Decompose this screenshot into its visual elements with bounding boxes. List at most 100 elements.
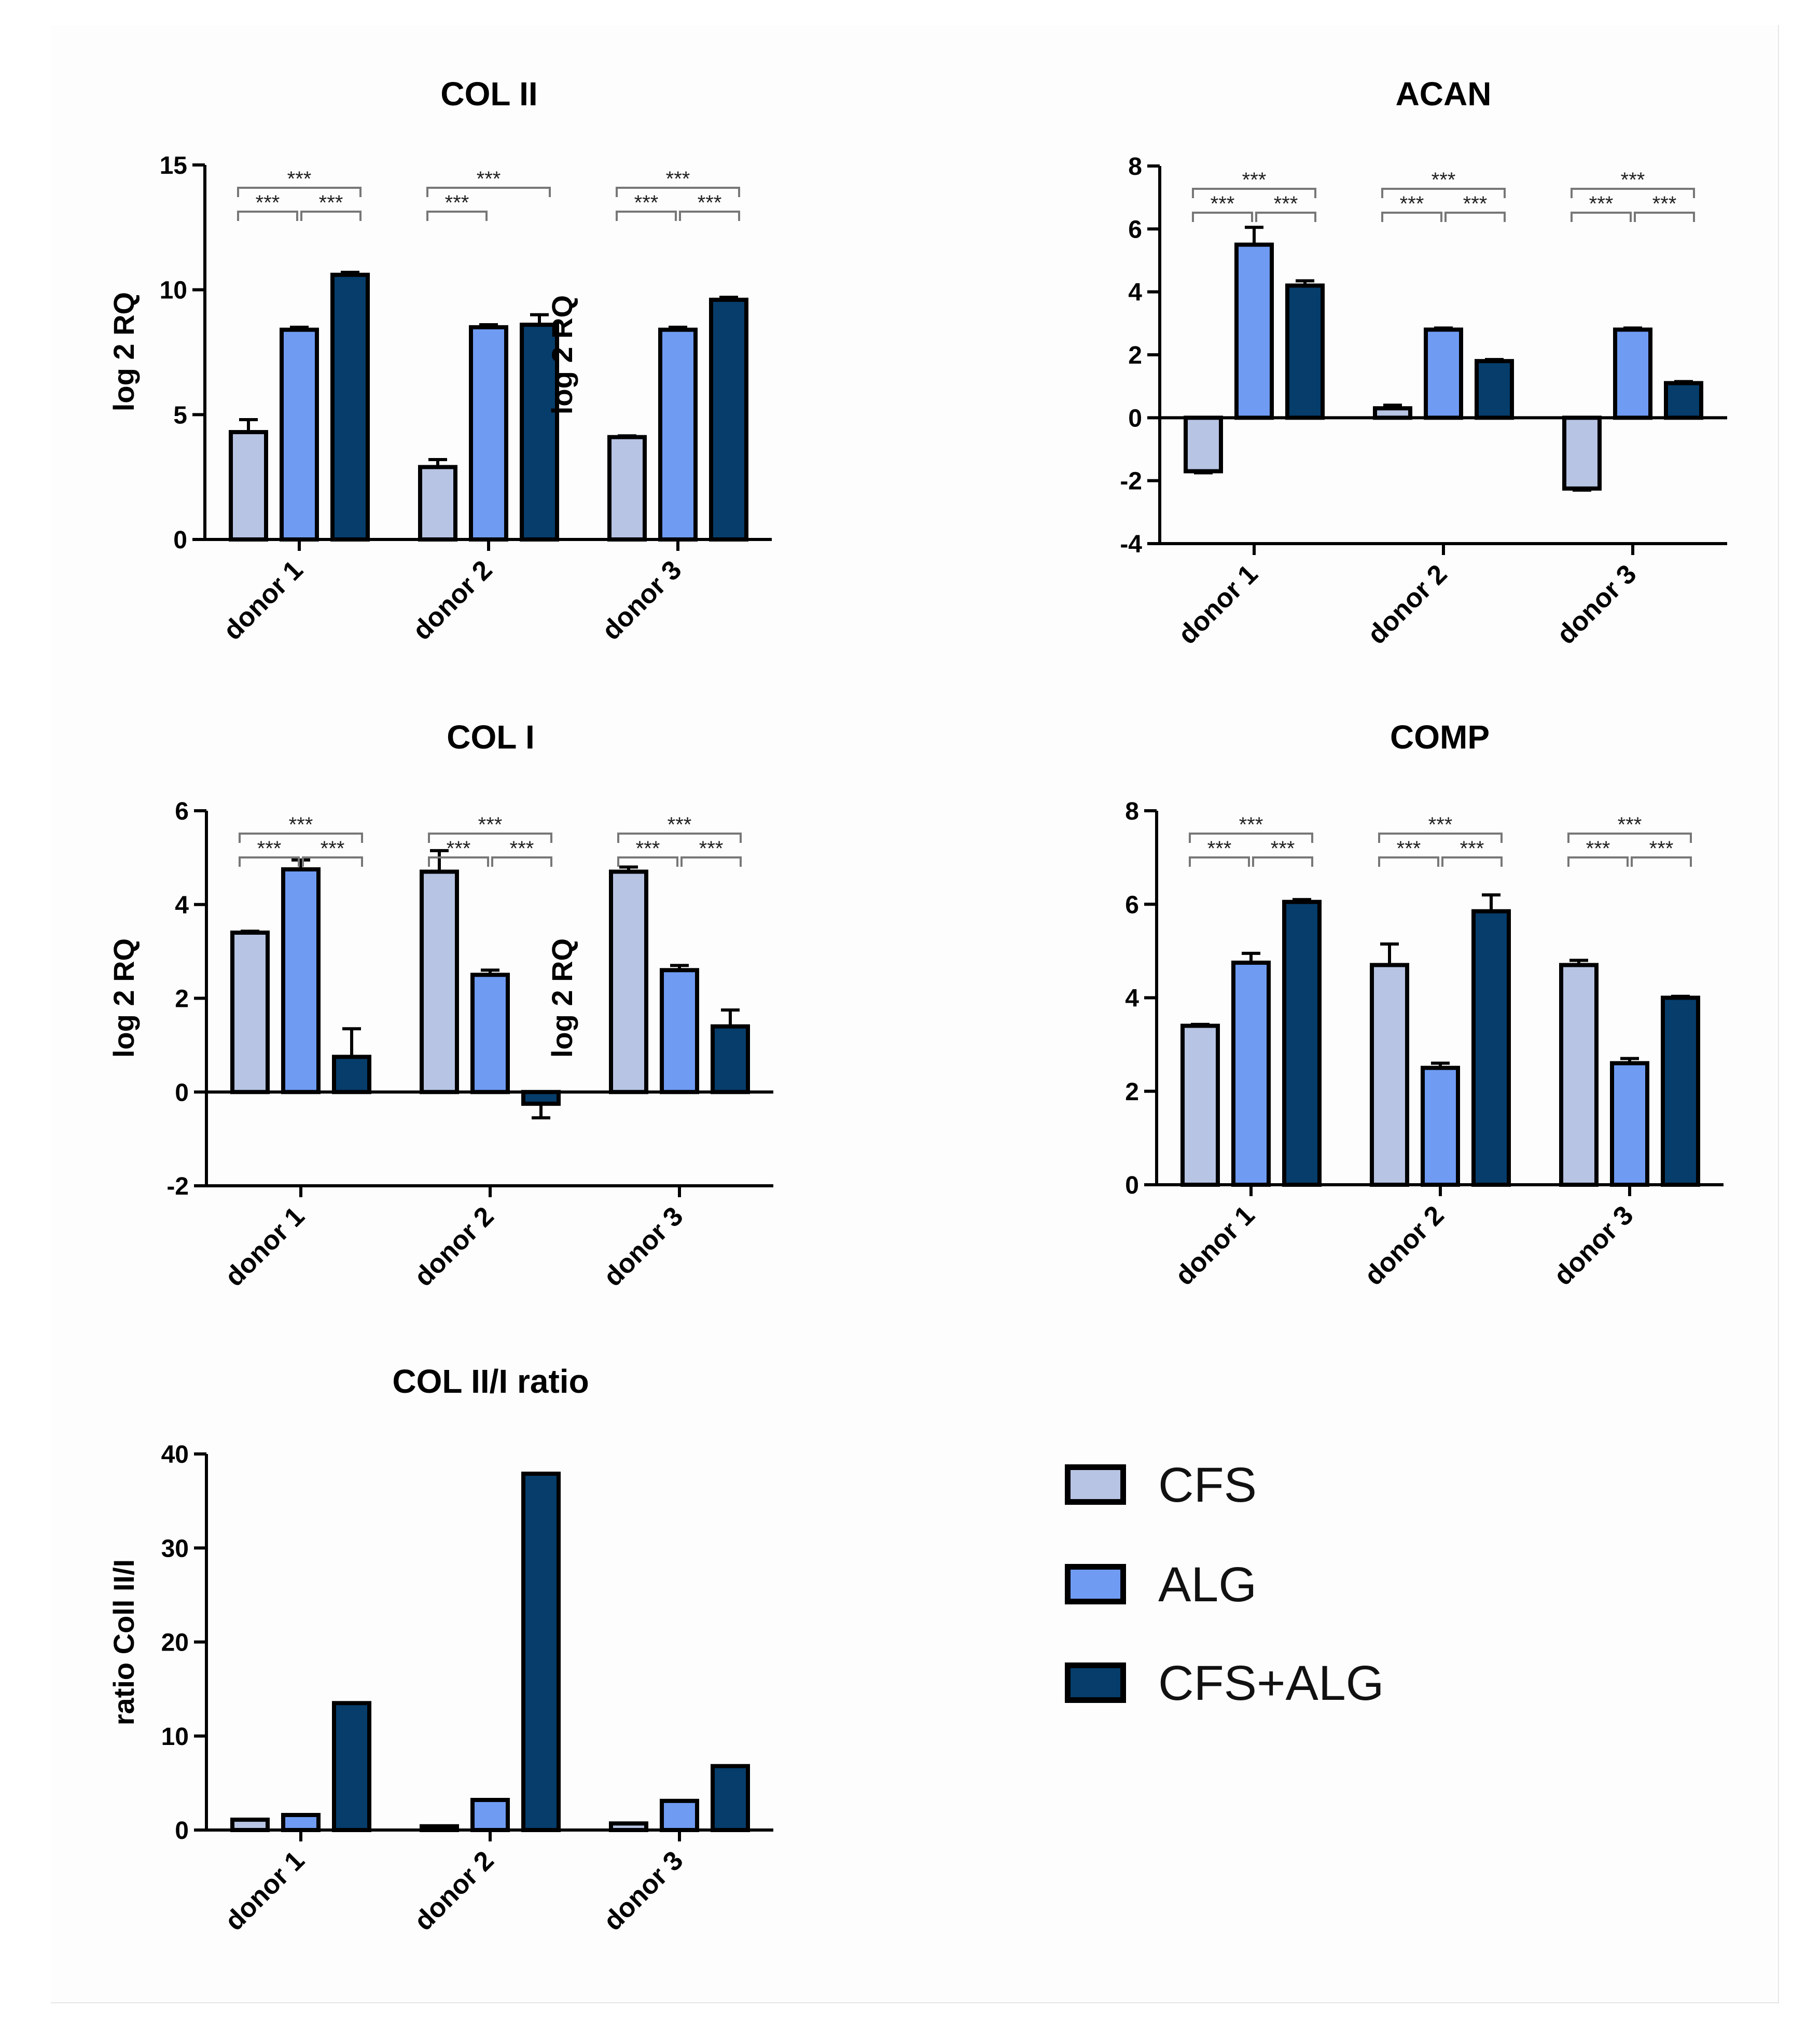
- significance-bracket: [302, 856, 363, 867]
- bar: [1562, 415, 1602, 491]
- x-tick-label: donor 2: [409, 1201, 500, 1292]
- legend-label-alg: ALG: [1158, 1557, 1257, 1612]
- x-tick-label: donor 2: [1359, 1200, 1450, 1291]
- x-tick-label: donor 2: [409, 1845, 500, 1936]
- significance-label: ***: [478, 813, 503, 836]
- bar: [332, 1701, 371, 1832]
- significance-label: ***: [319, 191, 343, 214]
- bar: [1471, 909, 1511, 1187]
- bar: [1234, 242, 1274, 420]
- bar: [660, 1798, 699, 1832]
- significance-label: ***: [1274, 192, 1298, 215]
- bar: [330, 272, 370, 542]
- bar: [1664, 381, 1703, 420]
- significance-bracket: [1381, 188, 1506, 198]
- significance-bracket: [1378, 856, 1439, 867]
- legend-item-cfs: CFS: [1065, 1459, 1428, 1527]
- significance-bracket: [617, 833, 742, 843]
- y-tick-label: 10: [161, 1723, 189, 1751]
- significance-label: ***: [1400, 192, 1424, 215]
- significance-bracket: [491, 856, 552, 867]
- significance-bracket: [1189, 856, 1250, 867]
- y-axis-label: log 2 RQ: [107, 292, 140, 411]
- significance-label: ***: [699, 837, 724, 860]
- significance-label: ***: [447, 837, 471, 860]
- significance-label: ***: [1207, 837, 1232, 860]
- significance-label: ***: [257, 837, 282, 860]
- significance-bracket: [680, 856, 742, 867]
- significance-bracket: [428, 856, 489, 867]
- y-tick-label: -2: [1120, 468, 1142, 495]
- chart-title: COL II/I ratio: [392, 1363, 589, 1400]
- bar: [1661, 995, 1700, 1187]
- significance-bracket: [239, 833, 363, 843]
- y-axis-label: log 2 RQ: [546, 938, 578, 1058]
- legend-swatch-cfs: [1065, 1464, 1126, 1505]
- y-tick-label: 6: [1125, 891, 1139, 919]
- bar: [280, 327, 319, 542]
- bar: [711, 1764, 750, 1832]
- significance-label: ***: [634, 191, 659, 214]
- legend-item-cfs-alg: CFS+ALG: [1065, 1657, 1428, 1725]
- bar: [470, 1798, 510, 1832]
- significance-bracket: [237, 211, 298, 221]
- bar: [521, 1472, 561, 1832]
- significance-label: ***: [698, 191, 722, 214]
- x-tick-label: donor 2: [407, 555, 498, 646]
- significance-bracket: [426, 187, 551, 197]
- significance-label: ***: [666, 168, 690, 190]
- x-tick-label: donor 3: [598, 1845, 689, 1936]
- bar: [281, 867, 321, 1094]
- bar: [1613, 327, 1652, 420]
- bar: [660, 968, 699, 1094]
- y-axis-label: log 2 RQ: [546, 295, 578, 414]
- significance-label: ***: [1621, 169, 1645, 191]
- significance-label: ***: [289, 813, 313, 836]
- x-tick-label: donor 3: [1551, 559, 1643, 650]
- significance-bracket: [1441, 856, 1503, 867]
- y-tick-label: 40: [161, 1441, 189, 1468]
- y-tick-label: 2: [1128, 342, 1142, 369]
- legend-label-cfs-alg: CFS+ALG: [1158, 1656, 1384, 1711]
- bar: [332, 1055, 371, 1094]
- y-tick-label: 0: [1125, 1172, 1139, 1199]
- y-tick-label: 4: [1128, 279, 1142, 307]
- significance-bracket: [616, 187, 740, 197]
- bar: [609, 869, 648, 1094]
- significance-bracket: [1189, 833, 1313, 843]
- bar: [1559, 963, 1599, 1187]
- significance-bracket: [617, 856, 678, 867]
- significance-label: ***: [1460, 837, 1484, 860]
- figure-panel: COL II log 2 RQ 0 5 10 15 donor 1 donor 2 donor …: [51, 25, 1779, 2003]
- y-tick-label: 10: [160, 277, 187, 304]
- bar: [521, 1090, 561, 1106]
- x-tick-label: donor 2: [1362, 559, 1453, 650]
- significance-label: ***: [1432, 169, 1456, 191]
- significance-bracket: [1192, 212, 1253, 222]
- significance-bracket: [616, 211, 677, 221]
- y-tick-label: 0: [175, 1079, 189, 1106]
- significance-bracket: [1252, 856, 1313, 867]
- y-tick-label: 8: [1125, 798, 1139, 825]
- significance-bracket: [1444, 212, 1506, 222]
- y-tick-label: 4: [1125, 985, 1139, 1013]
- x-tick-label: donor 1: [218, 555, 309, 646]
- bar: [230, 930, 270, 1094]
- significance-bracket: [300, 211, 362, 221]
- significance-label: ***: [445, 191, 469, 214]
- y-tick-label: 6: [175, 798, 189, 825]
- y-tick-label: 20: [161, 1629, 189, 1657]
- y-tick-label: 0: [173, 526, 187, 554]
- significance-bracket: [1567, 856, 1629, 867]
- significance-label: ***: [287, 168, 312, 190]
- y-tick-label: 15: [160, 152, 187, 179]
- x-tick-label: donor 3: [1548, 1200, 1640, 1291]
- significance-bracket: [1192, 188, 1316, 198]
- x-tick-label: donor 1: [1170, 1200, 1261, 1291]
- chart-title: COL II: [440, 75, 537, 113]
- significance-bracket: [1571, 212, 1632, 222]
- significance-bracket: [1255, 212, 1316, 222]
- y-tick-label: 30: [161, 1535, 189, 1562]
- significance-label: ***: [1211, 192, 1235, 215]
- y-tick-label: 0: [1128, 405, 1142, 432]
